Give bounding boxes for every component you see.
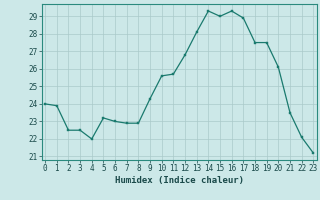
X-axis label: Humidex (Indice chaleur): Humidex (Indice chaleur) xyxy=(115,176,244,185)
